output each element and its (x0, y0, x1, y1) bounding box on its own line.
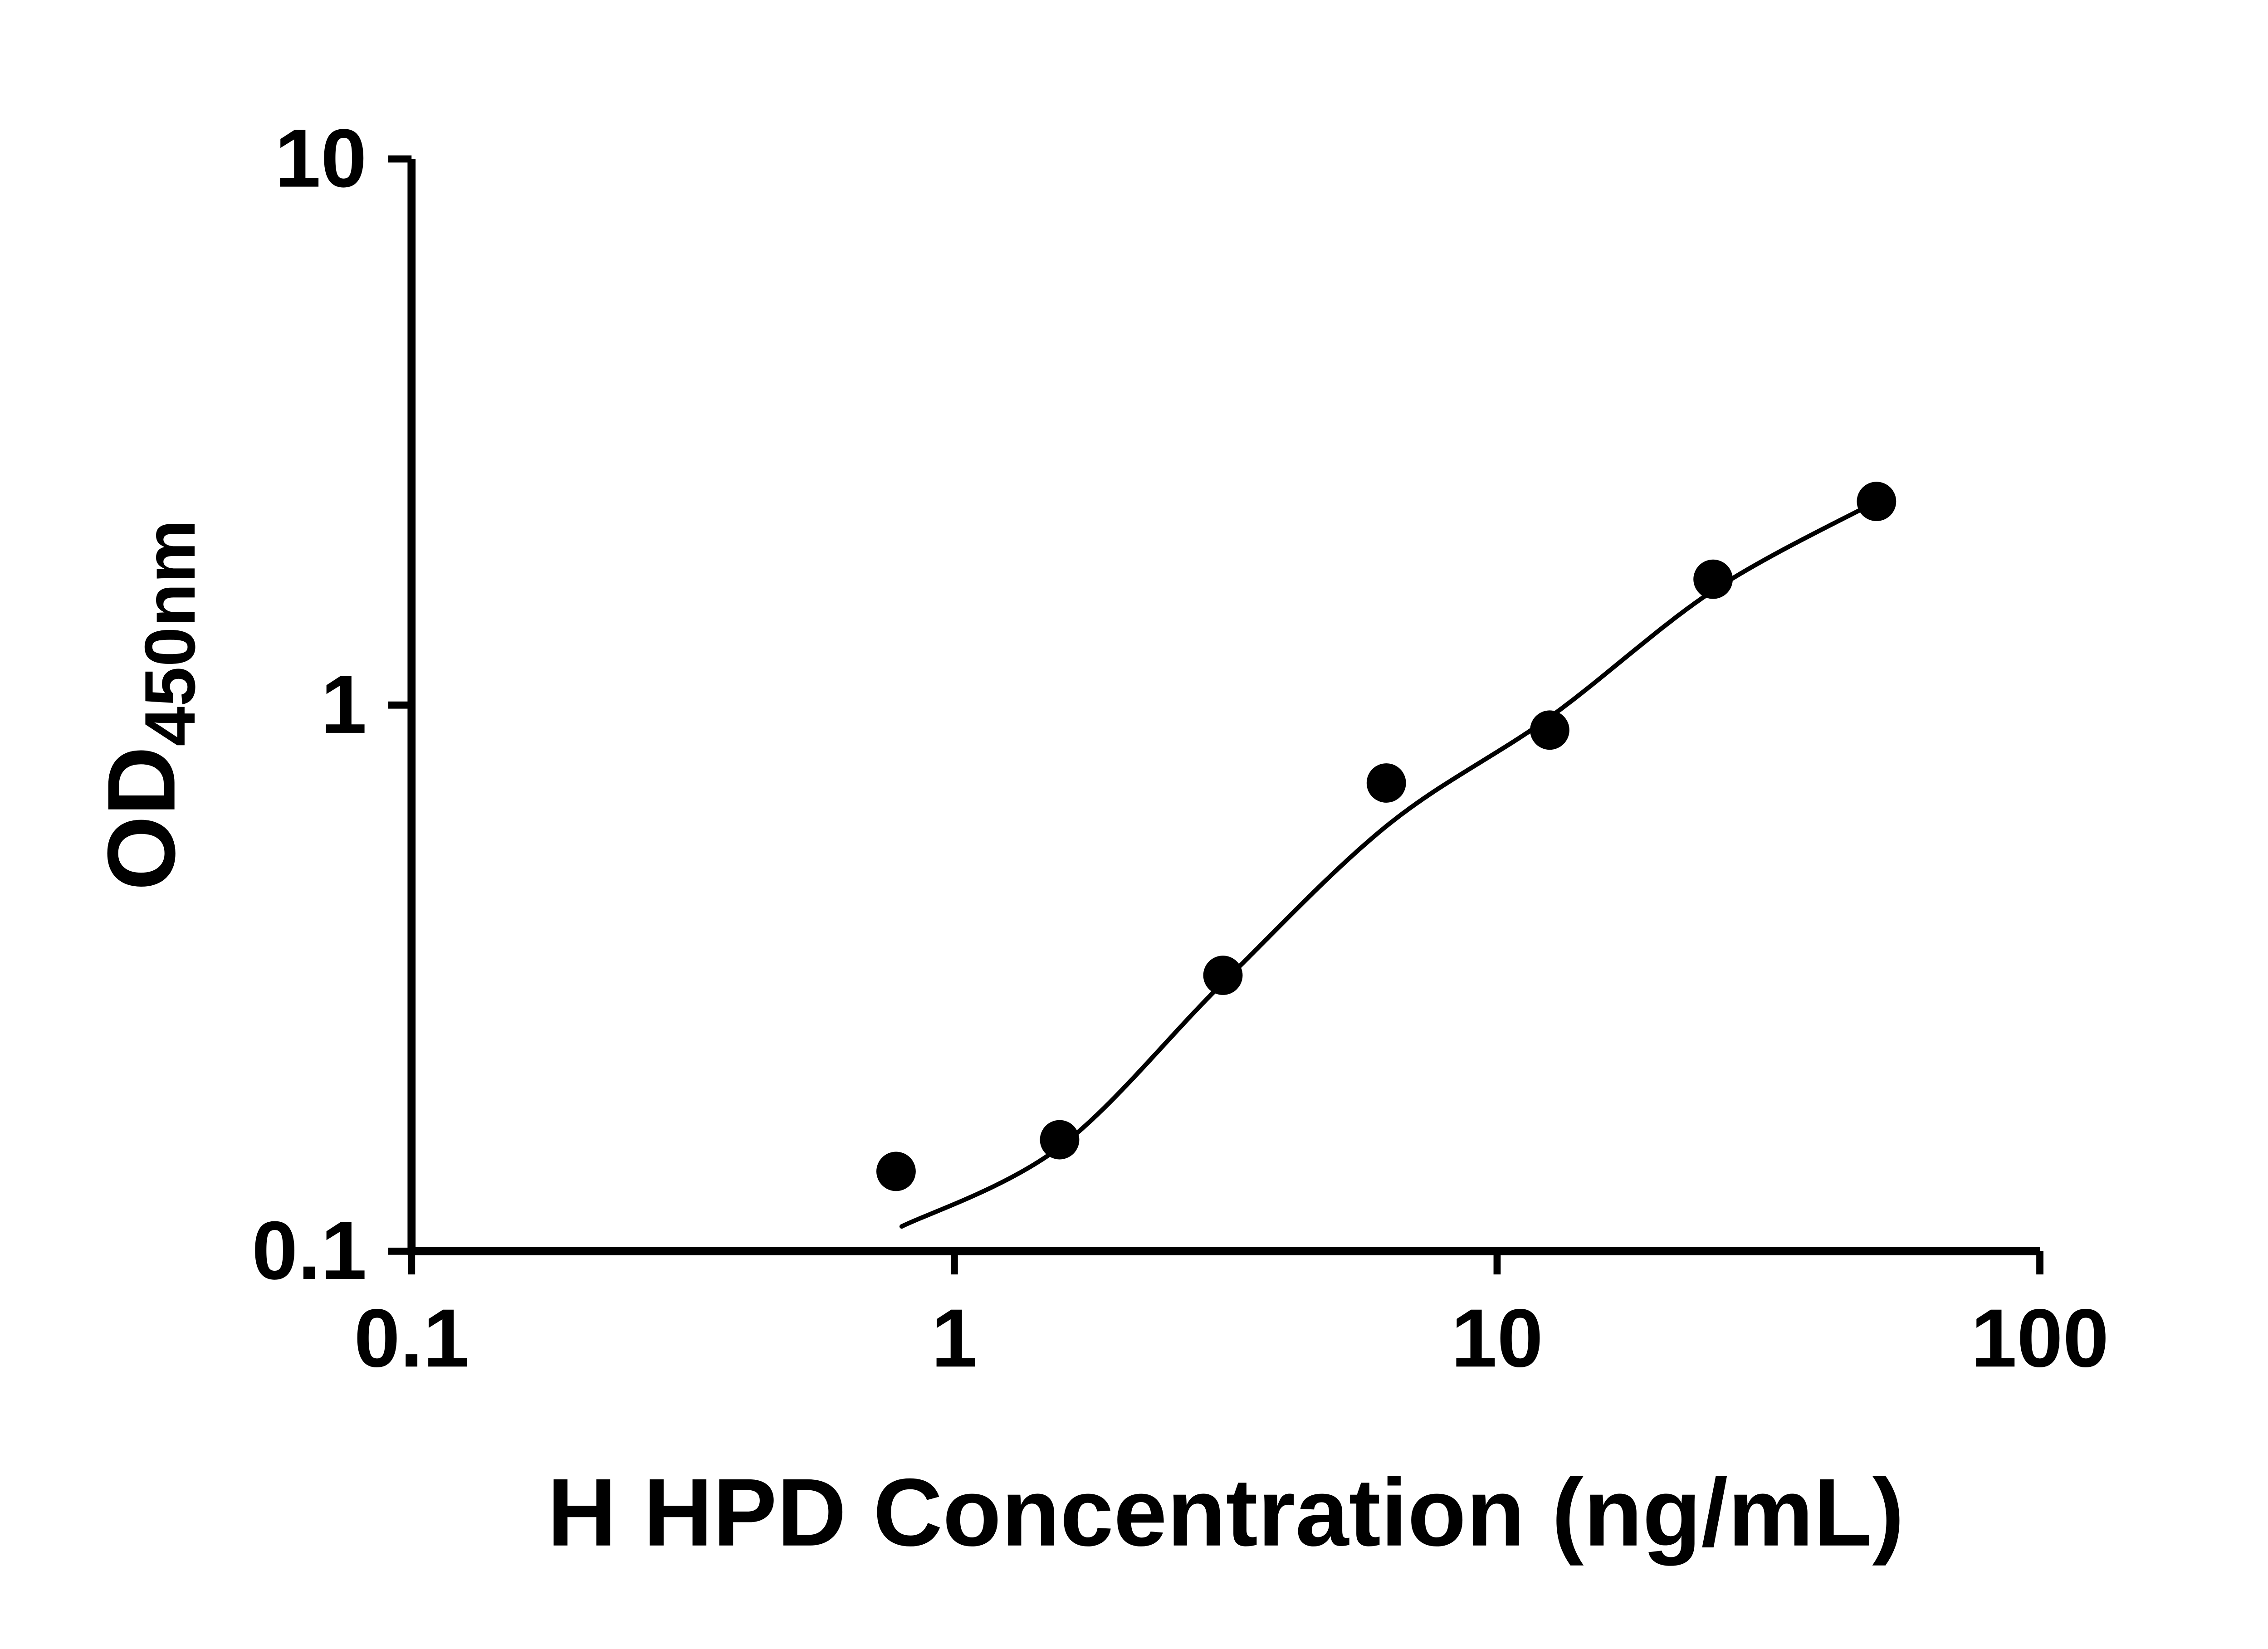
x-axis-tick-label: 1 (931, 1292, 977, 1384)
data-point (1693, 559, 1733, 599)
data-point (1203, 956, 1243, 995)
x-axis-tick-label: 10 (1451, 1292, 1543, 1384)
data-point (1530, 710, 1569, 750)
axes-frame (407, 159, 2040, 1255)
y-axis-tick-label: 0.1 (252, 1204, 367, 1297)
data-point (1040, 1120, 1080, 1160)
y-axis-title-main: OD (88, 746, 195, 891)
y-axis-title-sub: 450nm (130, 520, 210, 746)
plot-layer: 0.1 1 10 100 0.1 1 10 (252, 112, 2109, 1385)
data-point (1366, 763, 1406, 803)
y-axis-tick-label: 1 (321, 658, 367, 751)
x-axis-tick-label: 0.1 (354, 1292, 469, 1384)
data-point (1857, 482, 1897, 522)
fit-curve-line (899, 499, 1879, 1229)
x-axis-tick-label: 100 (1971, 1292, 2109, 1384)
y-axis-tick-label: 10 (275, 112, 367, 205)
y-axis-title: OD450nm (88, 520, 210, 891)
data-point (876, 1151, 916, 1191)
x-axis-title: H HPD Concentration (ng/mL) (547, 1459, 1904, 1566)
